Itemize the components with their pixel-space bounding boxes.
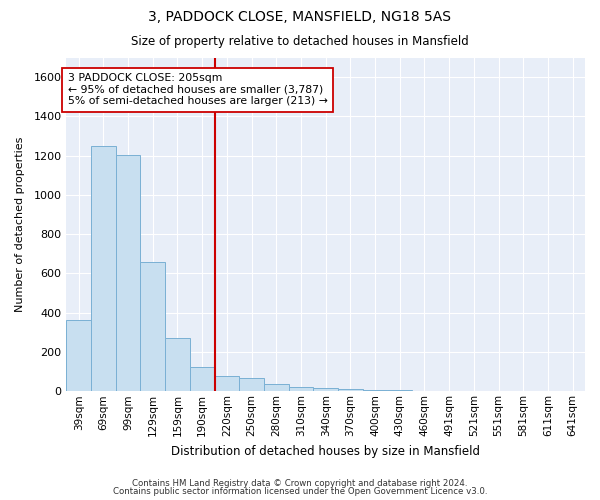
Bar <box>116 154 140 392</box>
Bar <box>215 376 239 392</box>
Bar <box>388 390 412 392</box>
Bar <box>289 388 313 392</box>
Bar <box>67 320 91 392</box>
Bar <box>165 338 190 392</box>
Text: Size of property relative to detached houses in Mansfield: Size of property relative to detached ho… <box>131 35 469 48</box>
Bar <box>313 388 338 392</box>
Bar <box>363 390 388 392</box>
Y-axis label: Number of detached properties: Number of detached properties <box>15 136 25 312</box>
Bar <box>338 390 363 392</box>
Bar <box>91 146 116 392</box>
Text: Contains HM Land Registry data © Crown copyright and database right 2024.: Contains HM Land Registry data © Crown c… <box>132 478 468 488</box>
Bar <box>190 366 215 392</box>
Text: Contains public sector information licensed under the Open Government Licence v3: Contains public sector information licen… <box>113 487 487 496</box>
X-axis label: Distribution of detached houses by size in Mansfield: Distribution of detached houses by size … <box>171 444 480 458</box>
Text: 3 PADDOCK CLOSE: 205sqm
← 95% of detached houses are smaller (3,787)
5% of semi-: 3 PADDOCK CLOSE: 205sqm ← 95% of detache… <box>68 73 328 106</box>
Bar <box>140 262 165 392</box>
Bar <box>239 378 264 392</box>
Text: 3, PADDOCK CLOSE, MANSFIELD, NG18 5AS: 3, PADDOCK CLOSE, MANSFIELD, NG18 5AS <box>149 10 452 24</box>
Bar <box>264 384 289 392</box>
